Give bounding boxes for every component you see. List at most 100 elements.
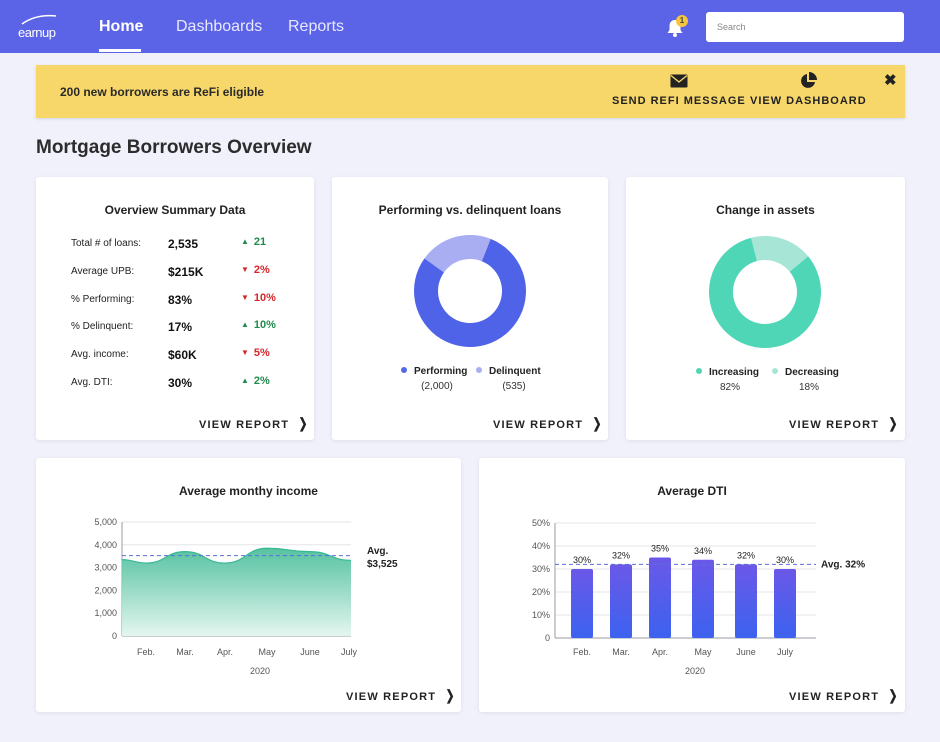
legend-performing: Performing (401, 366, 467, 377)
view-report-label: VIEW REPORT (493, 419, 584, 431)
donut-slice-performing (414, 238, 526, 347)
bar (774, 569, 796, 638)
y-tick-label: 0 (545, 633, 550, 643)
view-dashboard-button[interactable]: VIEW DASHBOARD (750, 72, 867, 107)
legend-performing-value: (2,000) (421, 381, 453, 392)
bar-value-label: 35% (651, 544, 669, 554)
bar-value-label: 32% (737, 550, 755, 560)
arrow-up-icon: ▲ (241, 237, 249, 246)
bar-value-label: 34% (694, 546, 712, 556)
send-refi-message-button[interactable]: SEND REFI MESSAGE (612, 74, 746, 107)
send-refi-label: SEND REFI MESSAGE (612, 95, 746, 107)
bar-value-label: 30% (573, 555, 591, 565)
delta-value: 5% (253, 347, 270, 359)
summary-card: Overview Summary Data Total # of loans: … (36, 177, 314, 440)
assets-donut-chart (709, 236, 821, 348)
x-tick-label: July (341, 647, 358, 657)
legend-increasing-value: 82% (719, 382, 740, 393)
bar-value-label: 30% (776, 555, 794, 565)
y-tick-label: 2,000 (94, 585, 117, 595)
view-report-label: VIEW REPORT (199, 419, 290, 431)
x-tick-label: June (300, 647, 320, 657)
search-input[interactable] (706, 12, 904, 42)
donut-slice-increasing (709, 237, 821, 348)
nav-home[interactable]: Home (99, 18, 144, 35)
donut-slice-delinquent (424, 235, 491, 273)
x-tick-label: Apr. (217, 647, 233, 657)
summary-row-label: Total # of loans: (71, 238, 142, 249)
performing-title: Performing vs. delinquent loans (378, 203, 562, 217)
assets-view-report-link[interactable]: VIEW REPORT ❯ (789, 415, 900, 432)
summary-row-value: 2,535 (168, 237, 199, 251)
y-tick-label: 4,000 (94, 540, 117, 550)
summary-row-value: $60K (168, 348, 197, 362)
income-view-report-link[interactable]: VIEW REPORT ❯ (346, 687, 457, 704)
chevron-right-icon: ❯ (888, 415, 899, 431)
earnup-logo[interactable]: earnup (18, 14, 62, 40)
income-card: Average monthy income 0 1,000 2,000 3,000 4,… (36, 458, 461, 712)
bar (649, 557, 671, 638)
y-tick-label: 5,000 (94, 517, 117, 527)
y-tick-label: 0 (112, 631, 117, 641)
legend-label: Delinquent (489, 366, 541, 377)
chevron-right-icon: ❯ (445, 687, 456, 703)
summary-row-delta: ▲ 2% (241, 375, 270, 387)
legend-dot (696, 368, 702, 374)
arrow-up-icon: ▲ (241, 376, 249, 385)
view-dashboard-label: VIEW DASHBOARD (750, 95, 867, 107)
legend-decreasing-value: 18% (798, 382, 819, 393)
legend-dot (772, 368, 778, 374)
average-value: $3,525 (367, 559, 398, 570)
legend-label: Decreasing (785, 367, 839, 378)
assets-title: Change in assets (716, 203, 815, 217)
summary-row-delta: ▼ 5% (241, 347, 270, 359)
close-icon[interactable]: ✖ (884, 72, 897, 89)
summary-row-value: 30% (168, 376, 193, 390)
summary-row-label: % Delinquent: (71, 321, 134, 332)
dti-view-report-link[interactable]: VIEW REPORT ❯ (789, 687, 900, 704)
arrow-down-icon: ▼ (241, 293, 249, 302)
delta-value: 10% (253, 292, 276, 304)
nav-reports[interactable]: Reports (288, 18, 345, 35)
bar-value-label: 32% (612, 550, 630, 560)
x-tick-label: May (258, 647, 276, 657)
income-title: Average monthy income (179, 484, 318, 498)
legend-delinquent-value: (535) (502, 381, 526, 392)
x-tick-label: June (736, 647, 756, 657)
page-title: Mortgage Borrowers Overview (36, 137, 312, 158)
summary-row-delta: ▲ 21 (241, 236, 266, 248)
performing-donut-chart (414, 235, 526, 347)
legend-dot (401, 367, 407, 373)
bar (610, 564, 632, 638)
summary-row-delta: ▲ 10% (241, 319, 276, 331)
dti-title: Average DTI (657, 484, 727, 498)
average-label: Avg. (367, 546, 389, 557)
bar (692, 559, 714, 638)
delta-value: 10% (253, 319, 276, 331)
x-tick-label: Feb. (573, 647, 591, 657)
top-nav: earnup Home Dashboards Reports 1 (0, 0, 940, 53)
summary-row-value: $215K (168, 265, 204, 279)
x-tick-label: May (694, 647, 712, 657)
summary-row-value: 83% (168, 293, 193, 307)
y-tick-label: 50% (532, 518, 550, 528)
y-tick-label: 30% (532, 564, 550, 574)
dti-card: Average DTI 0 10% 20% 30% 40% 50% 30% Feb. 32% Ma… (479, 458, 905, 712)
summary-view-report-link[interactable]: VIEW REPORT ❯ (199, 415, 310, 432)
y-tick-label: 3,000 (94, 563, 117, 573)
legend-dot (476, 367, 482, 373)
summary-row-delta: ▼ 10% (241, 292, 276, 304)
summary-row-value: 17% (168, 320, 193, 334)
banner-message: 200 new borrowers are ReFi eligible (60, 85, 265, 99)
x-axis-year-label: 2020 (685, 666, 705, 676)
y-tick-label: 10% (532, 610, 550, 620)
nav-dashboards[interactable]: Dashboards (176, 18, 263, 35)
chevron-right-icon: ❯ (298, 415, 309, 431)
bar (571, 569, 593, 638)
legend-delinquent: Delinquent (476, 366, 541, 377)
performing-view-report-link[interactable]: VIEW REPORT ❯ (493, 415, 604, 432)
view-report-label: VIEW REPORT (789, 419, 880, 431)
chevron-right-icon: ❯ (592, 415, 603, 431)
performing-card: Performing vs. delinquent loans Performi… (332, 177, 608, 440)
summary-row-label: Avg. income: (71, 349, 129, 360)
